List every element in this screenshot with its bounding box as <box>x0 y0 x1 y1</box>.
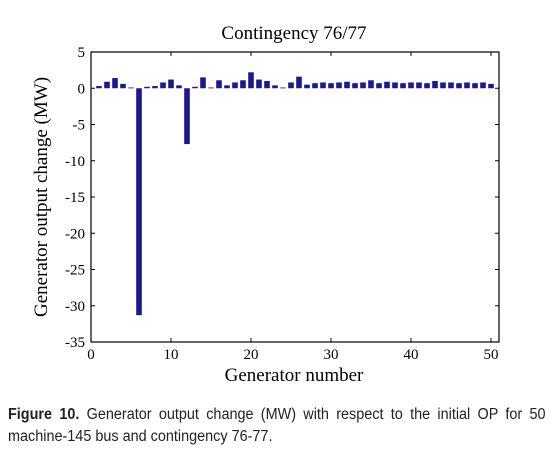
bar-generator-11 <box>176 85 182 89</box>
y-tick-label: -15 <box>65 190 85 206</box>
plot-frame <box>90 51 500 343</box>
bar-generator-18 <box>232 82 238 89</box>
bar-generator-15 <box>208 87 214 89</box>
bar-generator-29 <box>320 82 326 89</box>
x-tick-label: 40 <box>404 347 419 363</box>
bar-generator-36 <box>376 83 382 89</box>
bar-generator-13 <box>192 86 198 89</box>
bar-generator-48 <box>472 83 478 89</box>
bar-generator-37 <box>384 81 390 89</box>
bar-generator-16 <box>216 80 222 89</box>
bar-generator-2 <box>104 81 110 89</box>
y-axis-label: Generator output change (MW) <box>31 77 52 317</box>
bar-generator-26 <box>296 76 302 89</box>
bar-generator-39 <box>400 83 406 89</box>
bar-generator-24 <box>280 87 286 89</box>
bar-generator-27 <box>304 84 310 89</box>
bar-generator-6 <box>136 88 142 316</box>
bar-generator-3 <box>112 78 118 89</box>
bar-generator-12 <box>184 88 190 145</box>
caption-label: Figure 10. <box>8 406 80 423</box>
x-tick-label: 50 <box>484 347 499 363</box>
bar-generator-8 <box>152 86 158 89</box>
y-tick-label: 5 <box>78 45 86 61</box>
bar-generator-38 <box>392 82 398 89</box>
chart-title: Contingency 76/77 <box>221 23 366 44</box>
bar-generator-46 <box>456 83 462 89</box>
bar-generator-23 <box>272 85 278 89</box>
x-axis-label: Generator number <box>225 365 364 386</box>
bar-generator-7 <box>144 86 150 89</box>
bar-generator-4 <box>120 83 126 89</box>
bar-generator-14 <box>200 77 206 89</box>
bar-generator-30 <box>328 83 334 89</box>
bar-generator-40 <box>408 82 414 89</box>
x-tick-label: 30 <box>324 347 339 363</box>
bar-generator-31 <box>336 82 342 89</box>
x-tick-label: 10 <box>164 347 179 363</box>
y-tick-label: -5 <box>73 118 86 134</box>
bar-generator-20 <box>248 72 254 89</box>
bar-generator-43 <box>432 81 438 89</box>
y-tick-label: 0 <box>78 81 86 97</box>
bar-generator-25 <box>288 82 294 89</box>
bar-generator-22 <box>264 81 270 89</box>
x-axis-ticks: 0 10 20 30 40 50 <box>87 52 499 363</box>
y-tick-label: -35 <box>65 335 85 351</box>
figure-caption: Figure 10. Generator output change (MW) … <box>8 404 546 448</box>
bar-generator-45 <box>448 82 454 89</box>
bars-group <box>96 72 494 316</box>
bar-chart: Contingency 76/77 0 10 20 30 40 50 50-5-10-15… <box>31 23 500 386</box>
bar-generator-10 <box>168 79 174 89</box>
y-axis-ticks: 5 0 -5 -10 -15 -20 -25 -30 -35 <box>65 45 499 351</box>
x-tick-label: 20 <box>244 347 259 363</box>
bar-generator-5 <box>128 87 134 89</box>
caption-text: Generator output change (MW) with respec… <box>8 406 546 445</box>
bar-generator-17 <box>224 85 230 89</box>
bar-generator-41 <box>416 82 422 89</box>
bar-generator-32 <box>344 81 350 89</box>
x-tick-label: 0 <box>87 347 95 363</box>
bar-generator-42 <box>424 83 430 89</box>
bar-generator-34 <box>360 82 366 89</box>
y-tick-label: -30 <box>65 299 85 315</box>
y-tick-label: -20 <box>65 226 85 242</box>
y-tick-label: -10 <box>65 154 85 170</box>
bar-generator-35 <box>368 80 374 89</box>
bar-generator-49 <box>480 82 486 89</box>
bar-generator-50 <box>488 83 494 89</box>
bar-generator-9 <box>160 82 166 89</box>
bar-generator-47 <box>464 82 470 89</box>
bar-generator-44 <box>440 82 446 89</box>
bar-generator-28 <box>312 83 318 89</box>
bar-generator-21 <box>256 79 262 89</box>
bar-generator-19 <box>240 80 246 89</box>
bar-generator-33 <box>352 83 358 89</box>
y-tick-label: -25 <box>65 263 85 279</box>
bar-generator-1 <box>96 86 102 89</box>
